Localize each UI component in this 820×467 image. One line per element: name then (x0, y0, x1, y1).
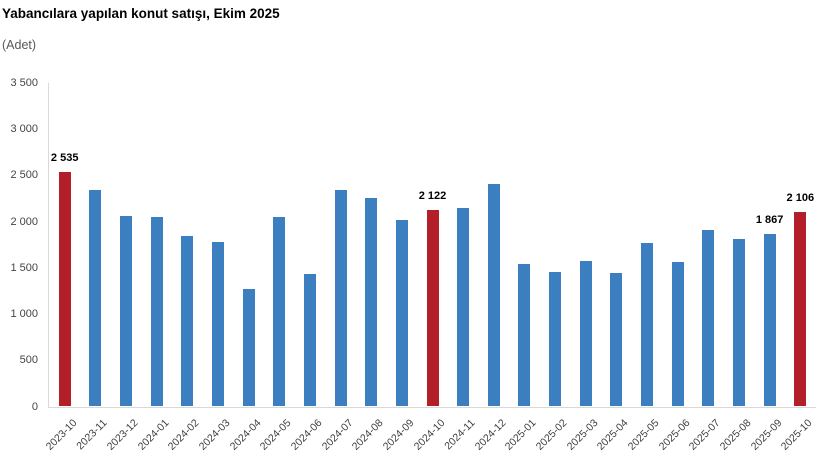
bar (242, 289, 255, 407)
bar (89, 189, 102, 407)
x-axis-line (48, 406, 816, 408)
bar (120, 215, 132, 407)
bar (518, 264, 531, 407)
y-tick-label: 3 500 (10, 77, 38, 89)
bar (702, 229, 715, 407)
y-tick-label: 1 000 (10, 308, 38, 321)
bar (365, 198, 378, 407)
bar (303, 273, 316, 407)
bar (610, 273, 623, 407)
bar (487, 183, 500, 407)
bar (426, 210, 439, 407)
bar (334, 189, 347, 407)
y-tick-label: 0 (31, 400, 38, 413)
bar-data-label: 2 106 (786, 191, 815, 204)
bar (181, 236, 194, 407)
bar-data-label: 1 867 (755, 213, 784, 226)
y-tick-label: 2 000 (10, 215, 38, 228)
bar (273, 216, 286, 407)
y-tick-label: 3 000 (10, 123, 38, 136)
bar (211, 242, 224, 407)
bar (763, 233, 776, 407)
chart-subtitle: (Adet) (2, 38, 37, 52)
bar (457, 207, 470, 407)
bar (733, 238, 745, 407)
bar (641, 242, 654, 407)
chart-title: Yabancılara yapılan konut satışı, Ekim 2… (2, 6, 280, 21)
bar (395, 219, 408, 407)
y-axis-line (48, 83, 49, 407)
y-tick-label: 500 (19, 354, 38, 367)
bar-data-label: 2 122 (418, 190, 447, 203)
y-tick-label: 1 500 (10, 261, 38, 274)
bar (58, 172, 71, 407)
y-tick-label: 2 500 (10, 169, 38, 182)
bar (794, 211, 807, 407)
bar (671, 262, 684, 407)
bar (549, 272, 562, 407)
bar (579, 261, 592, 407)
bar-data-label: 2 535 (50, 152, 79, 165)
bar (150, 216, 163, 407)
